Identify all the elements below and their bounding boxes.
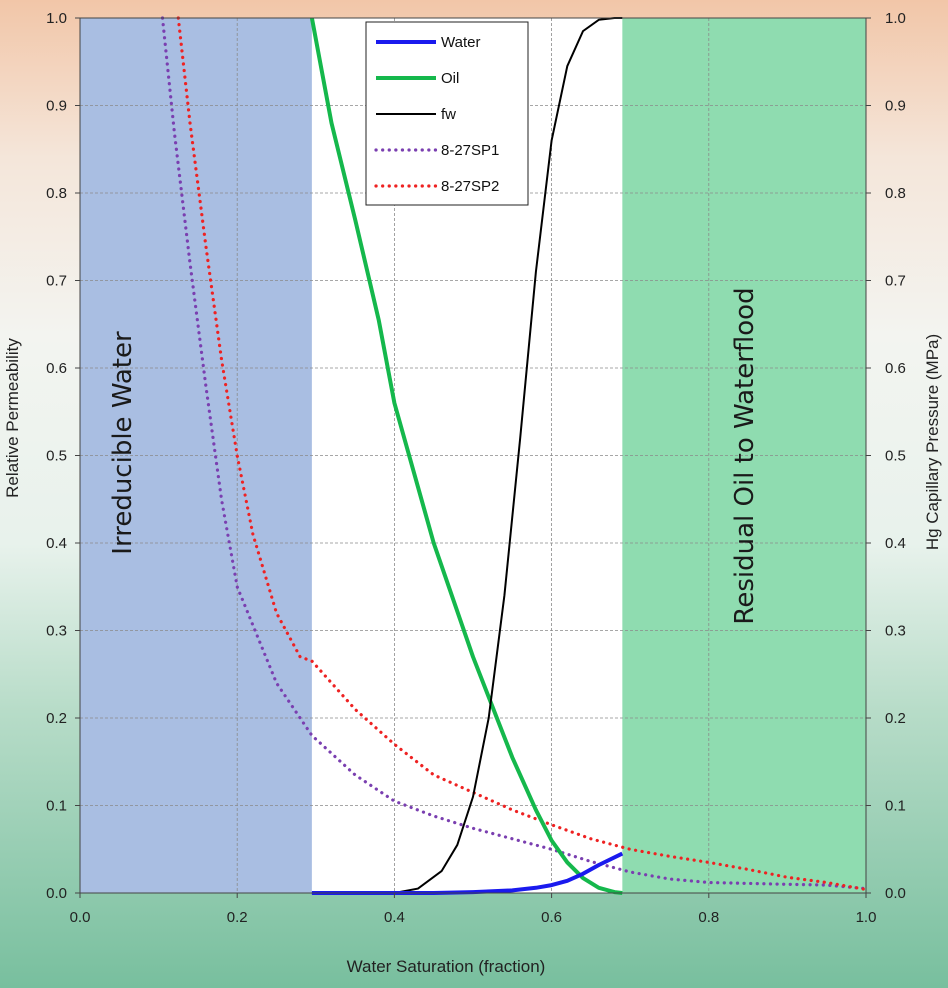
y-tick-label: 0.3 <box>46 623 67 640</box>
legend-label: 8-27SP1 <box>441 142 499 159</box>
y-tick-label: 0.8 <box>46 185 67 202</box>
y2-tick-label: 0.6 <box>885 360 906 377</box>
x-tick-label: 0.4 <box>384 909 405 926</box>
legend-label: Water <box>441 34 480 51</box>
y2-tick-label: 1.0 <box>885 10 906 27</box>
legend-label: 8-27SP2 <box>441 178 499 195</box>
x-tick-label: 0.2 <box>227 909 248 926</box>
series-8-27sp1 <box>160 16 868 891</box>
y-tick-label: 0.7 <box>46 273 67 290</box>
y-tick-label: 0.4 <box>46 535 67 552</box>
y-tick-label: 0.2 <box>46 710 67 727</box>
x-tick-label: 0.8 <box>698 909 719 926</box>
series-8-27sp2 <box>176 16 868 892</box>
y2-tick-label: 0.8 <box>885 185 906 202</box>
y2-tick-label: 0.3 <box>885 623 906 640</box>
y-tick-label: 0.6 <box>46 360 67 377</box>
y-tick-label: 0.0 <box>46 885 67 902</box>
series-oil <box>309 17 623 895</box>
series-fw <box>311 17 623 894</box>
y2-tick-label: 0.2 <box>885 710 906 727</box>
y2-tick-label: 0.9 <box>885 98 906 115</box>
region-label-irreducible-water: Irreducible Water <box>108 331 138 555</box>
y-tick-label: 1.0 <box>46 10 67 27</box>
x-tick-label: 1.0 <box>856 909 877 926</box>
y2-tick-label: 0.7 <box>885 273 906 290</box>
region-label-residual-oil: Residual Oil to Waterflood <box>730 287 760 624</box>
y2-tick-label: 0.0 <box>885 885 906 902</box>
y-tick-label: 0.9 <box>46 98 67 115</box>
y2-tick-label: 0.5 <box>885 448 906 465</box>
x-axis-title: Water Saturation (fraction) <box>347 957 546 976</box>
y2-tick-label: 0.1 <box>885 798 906 815</box>
y2-tick-label: 0.4 <box>885 535 906 552</box>
y2-axis-title: Hg Capillary Pressure (MPa) <box>923 334 942 550</box>
legend-label: Oil <box>441 70 459 87</box>
x-tick-label: 0.6 <box>541 909 562 926</box>
y-tick-label: 0.1 <box>46 798 67 815</box>
x-tick-label: 0.0 <box>70 909 91 926</box>
y-axis-title: Relative Permeability <box>3 338 22 498</box>
y-tick-label: 0.5 <box>46 448 67 465</box>
legend-label: fw <box>441 106 456 123</box>
